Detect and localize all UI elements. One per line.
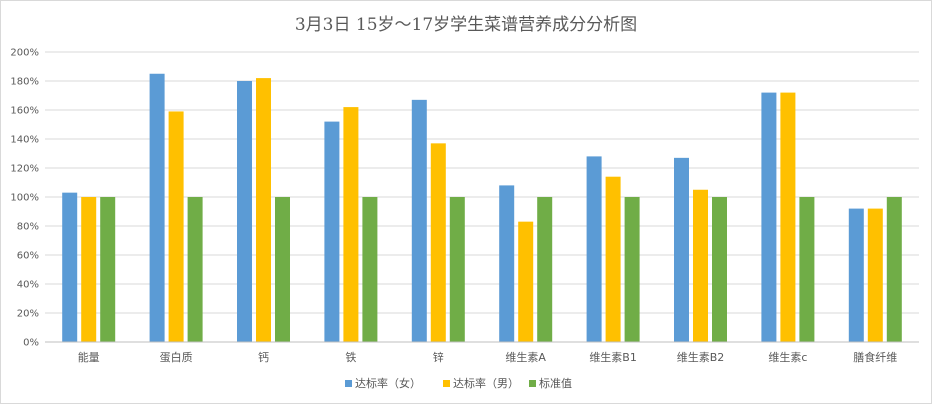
bar-3-8 [712,197,727,342]
y-tick-label: 200% [10,48,39,59]
category-label: 能量 [78,350,100,364]
y-tick-label: 160% [10,106,39,117]
bar-2-6 [518,221,534,342]
bar-1-7 [586,156,602,342]
bar-3-1 [100,197,116,342]
y-tick-label: 100% [10,193,39,204]
bar-3-10 [886,197,902,342]
y-tick-label: 180% [10,77,39,88]
bar-1-2 [149,73,165,342]
y-tick-label: 60% [17,251,39,262]
bar-2-7 [605,176,621,342]
bar-1-5 [411,99,427,342]
category-label: 钙 [258,350,269,364]
bar-1-9 [761,92,777,342]
bar-3-5 [449,197,465,342]
bars [62,73,902,342]
category-label: 维生素B1 [589,350,637,364]
bar-3-7 [624,197,640,342]
y-tick-label: 0% [23,338,39,349]
bar-3-4 [362,197,378,342]
legend-swatch-3 [529,380,536,387]
bar-2-8 [693,189,708,342]
category-label: 维生素c [768,350,807,364]
bar-1-4 [324,121,340,342]
y-tick-label: 40% [17,280,39,291]
bar-3-3 [275,197,290,342]
bar-2-3 [256,78,271,342]
y-tick-label: 140% [10,135,39,146]
chart-title: 3月3日 15岁～17岁学生菜谱营养成分分析图 [295,15,637,35]
bar-2-1 [81,197,97,342]
bar-3-2 [187,197,203,342]
bar-3-6 [537,197,553,342]
category-label: 维生素B2 [677,350,725,364]
legend-swatch-2 [443,380,450,387]
bar-3-9 [799,197,815,342]
x-axis-category-labels: 能量 蛋白质 钙 铁 锌 维生素A 维生素B1 维生素B2 维生素c 膳食纤维 [78,350,898,364]
bar-2-10 [867,208,883,342]
legend-label-2: 达标率（男） [453,376,519,390]
category-label: 维生素A [505,350,546,364]
category-label: 蛋白质 [160,350,193,364]
legend-swatch-1 [345,380,352,387]
bar-2-4 [343,107,359,342]
legend: 达标率（女） 达标率（男） 标准值 [345,376,572,390]
y-tick-label: 120% [10,164,39,175]
category-label: 铁 [345,351,356,364]
bar-2-9 [780,92,796,342]
category-label: 膳食纤维 [853,350,897,364]
bar-2-5 [430,143,446,342]
bar-2-2 [168,111,184,342]
bar-1-6 [499,185,515,342]
y-axis-tick-labels: 0% 20% 40% 60% 80% 100% 120% 140% 160% 180% 200% [10,48,39,349]
legend-label-3: 标准值 [539,376,572,390]
bar-1-1 [62,192,78,342]
legend-label-1: 达标率（女） [355,376,421,390]
y-tick-label: 20% [17,309,39,320]
bar-1-8 [674,157,689,342]
bar-1-10 [848,208,864,342]
bar-1-3 [237,81,252,342]
category-label: 锌 [433,350,444,364]
y-tick-label: 80% [17,222,39,233]
